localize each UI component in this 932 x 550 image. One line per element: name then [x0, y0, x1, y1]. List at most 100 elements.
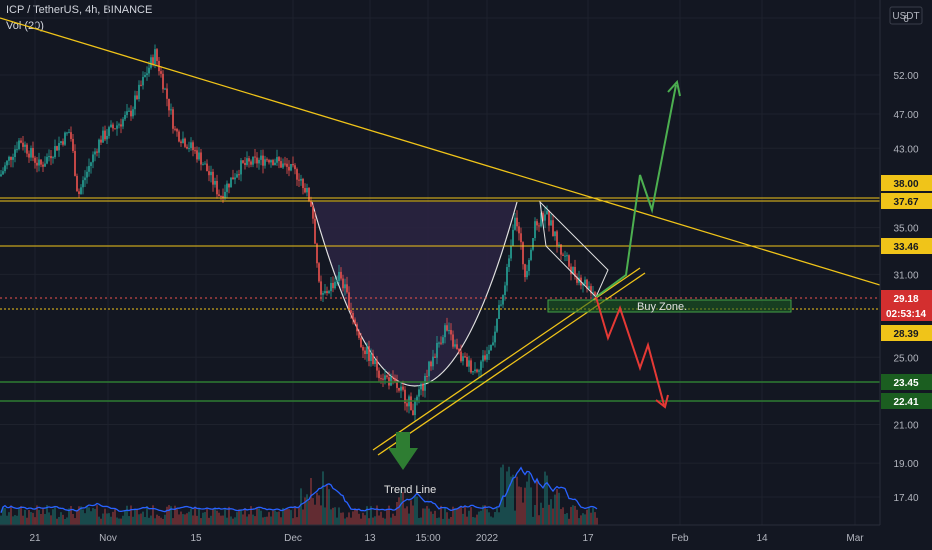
candle: [574, 259, 576, 280]
candle: [8, 155, 10, 166]
candle: [92, 151, 94, 169]
candle: [196, 146, 198, 163]
volume-bar: [124, 510, 126, 525]
candle: [198, 147, 200, 161]
candle: [452, 330, 454, 349]
price-tags: 38.00 37.67 33.46 29.18 02:53:14 28.39 23.45 22…: [881, 175, 932, 409]
volume-bar: [368, 518, 370, 525]
volume-bar: [204, 512, 206, 525]
candle: [428, 360, 430, 383]
volume-bar: [278, 511, 280, 525]
volume-bar: [442, 518, 444, 525]
candle: [538, 222, 540, 232]
volume-bar: [140, 513, 142, 525]
candle: [290, 163, 292, 172]
candle: [20, 137, 22, 144]
candle: [460, 344, 462, 363]
volume-bar: [214, 507, 216, 525]
volume-bar: [438, 517, 440, 525]
volume-bar: [322, 471, 324, 525]
price-axis-ticks: 6 52.00 47.00 43.00 35.00 31.00 25.00 21.00 19.0…: [893, 14, 918, 504]
volume-bar: [550, 499, 552, 525]
candle: [248, 155, 250, 168]
candle: [262, 149, 264, 174]
candle: [2, 167, 4, 175]
candle: [424, 373, 426, 398]
trend-line-label: Trend Line: [384, 484, 436, 496]
volume-bar: [46, 505, 48, 525]
volume-bar: [184, 514, 186, 525]
volume-bar: [58, 516, 60, 525]
volume-bar: [304, 497, 306, 525]
volume-bar: [560, 509, 562, 525]
volume-bar: [286, 508, 288, 525]
volume-bar: [96, 505, 98, 525]
candle: [122, 117, 124, 130]
candle: [102, 126, 104, 143]
candle: [444, 323, 446, 344]
candle: [266, 157, 268, 163]
candle: [376, 356, 378, 378]
volume-bar: [270, 516, 272, 525]
volume-bar: [370, 506, 372, 525]
volume-bar: [514, 510, 516, 525]
candle: [104, 125, 106, 142]
candle: [12, 153, 14, 168]
volume-bar: [108, 513, 110, 525]
candle: [154, 44, 156, 69]
candle: [100, 135, 102, 146]
candle: [24, 141, 26, 153]
candle: [322, 290, 324, 302]
candle: [10, 156, 12, 168]
volume-bar: [330, 509, 332, 525]
candle: [238, 169, 240, 180]
volume-bar: [142, 511, 144, 525]
volume-bar: [526, 481, 528, 525]
volume-bar: [86, 506, 88, 525]
volume-bar: [470, 507, 472, 525]
candle: [96, 148, 98, 157]
candle: [514, 212, 516, 231]
volume-bar: [118, 518, 120, 525]
candle: [492, 335, 494, 347]
candle: [468, 355, 470, 373]
candle: [306, 183, 308, 197]
candle: [302, 177, 304, 195]
volume-bar: [28, 509, 30, 525]
volume-bar: [210, 515, 212, 525]
volume-bar: [180, 511, 182, 525]
volume-bar: [248, 514, 250, 525]
volume-bar: [576, 509, 578, 525]
candle: [498, 299, 500, 319]
volume-bar: [98, 516, 100, 525]
candle: [516, 210, 518, 232]
candle: [496, 317, 498, 334]
price-tag: 23.45: [881, 374, 932, 390]
candle: [60, 140, 62, 146]
candle: [186, 144, 188, 150]
volume-bar: [352, 511, 354, 525]
volume-bar: [394, 515, 396, 525]
volume-bar: [380, 511, 382, 525]
volume-bar: [218, 512, 220, 525]
volume-bar: [578, 518, 580, 525]
volume-bar: [400, 489, 402, 525]
volume-bar: [410, 500, 412, 525]
volume-bar: [206, 507, 208, 525]
candle: [162, 70, 164, 93]
volume-bar: [216, 510, 218, 525]
volume-bar: [258, 508, 260, 525]
price-tag: 02:53:14: [881, 305, 932, 321]
candle: [62, 138, 64, 147]
volume-bar: [338, 507, 340, 525]
candle: [554, 231, 556, 241]
volume-bar: [222, 515, 224, 525]
candle: [304, 183, 306, 194]
candle: [292, 156, 294, 168]
candle: [242, 160, 244, 164]
volume-bar: [408, 513, 410, 525]
candle: [416, 394, 418, 406]
volume-bar: [482, 505, 484, 525]
volume-bar: [290, 510, 292, 525]
